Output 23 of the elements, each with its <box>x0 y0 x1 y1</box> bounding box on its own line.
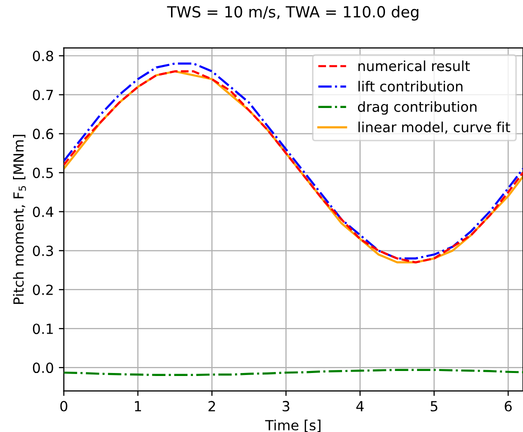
x-axis-title: Time [s] <box>265 420 320 432</box>
legend-label: drag contribution <box>358 101 476 115</box>
y-axis-title: Pitch moment, F$_{5}$ [MNm] <box>12 134 26 304</box>
y-tick-label: 0.7 <box>32 90 53 100</box>
y-tick-label: 0.6 <box>32 128 54 140</box>
y-tick-label: 0.4 <box>32 206 54 218</box>
x-tick-label: 3 <box>282 400 290 412</box>
x-tick-label: 6 <box>504 400 512 412</box>
legend-label: numerical result <box>358 60 470 72</box>
x-tick-label: 5 <box>430 401 438 412</box>
y-tick-label: 0.5 <box>32 168 53 178</box>
y-tick-label: 0.2 <box>32 284 53 296</box>
x-tick-label: 1 <box>134 401 142 412</box>
legend-label: linear model, curve fit <box>358 122 510 134</box>
y-tick-label: 0.1 <box>32 324 53 334</box>
legend-label: lift contribution <box>358 80 462 92</box>
y-tick-label: 0.8 <box>32 50 54 62</box>
y-tick-label: 0.0 <box>32 362 54 374</box>
x-tick-label: 0 <box>60 400 68 412</box>
y-tick-label: 0.3 <box>32 246 53 256</box>
x-tick-label: 2 <box>208 400 215 412</box>
x-tick-label: 4 <box>356 401 364 412</box>
chart-title: TWS = 10 m/s, TWA = 110.0 deg <box>167 6 418 21</box>
